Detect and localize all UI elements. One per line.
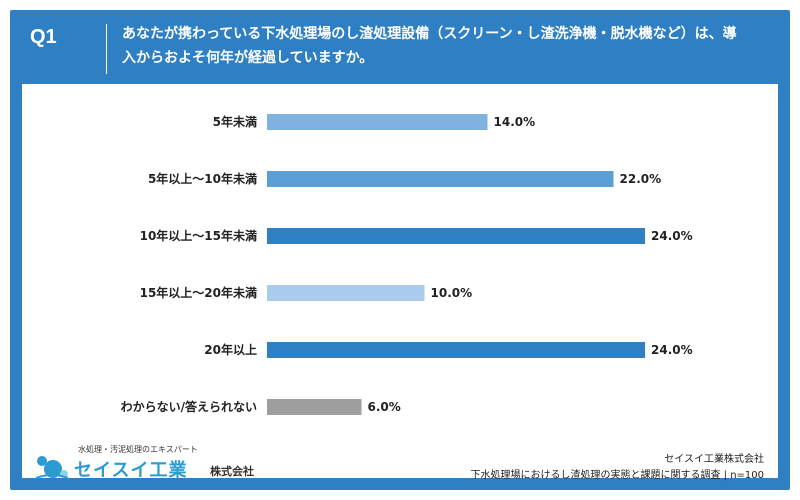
logo-tagline: 水処理・汚泥処理のエキスパート: [78, 445, 198, 454]
water-drop-logo-icon: [35, 456, 69, 479]
value-label: 24.0%: [651, 343, 693, 357]
value-label: 10.0%: [431, 286, 473, 300]
category-label: 5年未満: [213, 114, 257, 129]
bar: [267, 228, 645, 244]
bar: [267, 171, 614, 187]
source-note: セイスイ工業株式会社 下水処理場におけるし渣処理の実態と課題に関する調査 | n…: [470, 452, 764, 484]
company-logo: 水処理・汚泥処理のエキスパート セイスイ工業 株式会社: [34, 444, 274, 484]
category-label: 5年以上〜10年未満: [148, 171, 257, 186]
value-label: 6.0%: [368, 400, 401, 414]
chart-panel: 5年未満 14.0% 5年以上〜10年未満 22.0% 10年以上〜15年未満 24.0%…: [22, 84, 778, 478]
value-label: 24.0%: [651, 229, 693, 243]
category-label: 10年以上〜15年未満: [140, 228, 257, 243]
value-label: 22.0%: [620, 172, 662, 186]
logo-suffix: 株式会社: [210, 465, 254, 478]
bar-chart: 5年未満 14.0% 5年以上〜10年未満 22.0% 10年以上〜15年未満 24.0%…: [121, 114, 693, 415]
source-survey: 下水処理場におけるし渣処理の実態と課題に関する調査 | n=100: [470, 470, 764, 481]
category-label: 20年以上: [204, 342, 257, 357]
question-text: あなたが携わっている下水処理場のし渣処理設備（スクリーン・し渣洗浄機・脱水機など…: [122, 26, 737, 66]
value-label: 14.0%: [494, 115, 536, 129]
header-divider: [106, 24, 107, 74]
category-label: 15年以上〜20年未満: [140, 285, 257, 300]
bar: [267, 114, 488, 130]
bar: [267, 285, 425, 301]
bar: [267, 342, 645, 358]
bar: [267, 399, 362, 415]
question-number: Q1: [30, 26, 57, 48]
logo-name: セイスイ工業: [74, 460, 188, 481]
source-company: セイスイ工業株式会社: [664, 454, 764, 465]
category-label: わからない/答えられない: [121, 399, 257, 414]
